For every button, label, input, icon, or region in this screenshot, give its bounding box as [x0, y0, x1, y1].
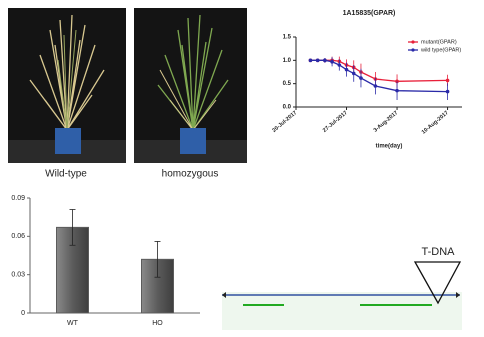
photo-label: Wild-type: [45, 169, 87, 180]
legend-label: mutant(GPAR): [421, 39, 457, 45]
y-tick-label: 0.5: [283, 81, 292, 87]
y-tick-label: 0.0: [283, 105, 292, 111]
gene-map: [222, 261, 462, 330]
point: [373, 84, 378, 88]
point: [315, 58, 320, 63]
x-tick-label: 10-Aug-2017: [421, 110, 450, 136]
point: [395, 79, 399, 84]
y-tick-label: 1.0: [283, 58, 292, 64]
photo-label: homozygous: [162, 169, 219, 180]
x-tick-label: WT: [67, 320, 79, 327]
point: [395, 88, 399, 93]
y-tick-label: 0: [21, 310, 25, 317]
series-line: [310, 59, 448, 93]
photo-wild-type: [8, 8, 126, 163]
y-tick-label: 0.09: [11, 195, 25, 202]
series-line: [310, 59, 448, 82]
point: [308, 58, 313, 63]
y-tick-label: 0.03: [11, 272, 25, 279]
x-tick-label: 27-Jul-2017: [322, 110, 349, 134]
point: [351, 71, 356, 76]
legend-marker: [411, 40, 415, 44]
point: [330, 59, 334, 64]
x-tick-label: 20-Jul-2017: [271, 110, 298, 134]
insert-label: T-DNA: [422, 246, 456, 258]
legend-marker: [411, 48, 415, 52]
point: [359, 76, 363, 80]
point: [445, 78, 450, 83]
legend-label: wild type(GPAR): [420, 47, 461, 53]
point: [344, 67, 349, 72]
point: [337, 63, 342, 67]
y-tick-label: 1.5: [283, 35, 292, 41]
x-tick-label: HO: [152, 320, 163, 327]
chart-title: 1A15835(GPAR): [343, 10, 396, 17]
point: [445, 89, 450, 94]
x-axis-label: time(day): [376, 144, 403, 150]
photo-homozygous: [134, 8, 247, 163]
y-tick-label: 0.06: [11, 233, 25, 240]
point: [323, 58, 327, 63]
x-tick-label: 3-Aug-2017: [373, 110, 400, 134]
